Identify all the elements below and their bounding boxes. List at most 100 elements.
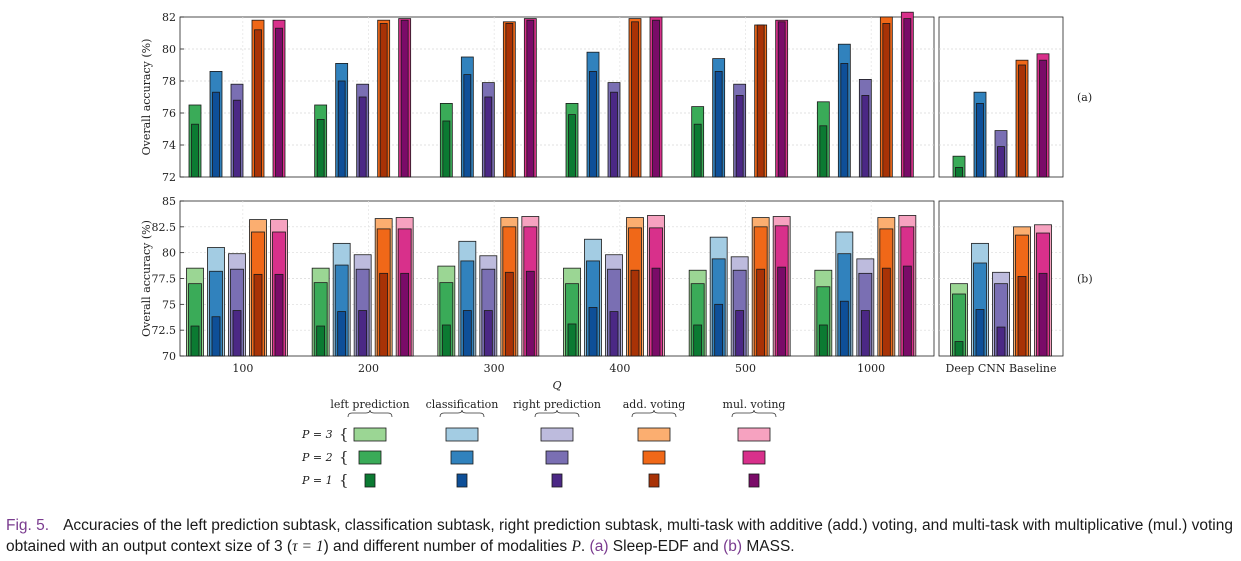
bar-classification-p1 (839, 300, 849, 357)
bar-right-prediction-p1 (610, 91, 618, 178)
legend-brace (534, 409, 580, 418)
bar-left-prediction-p1 (693, 123, 702, 178)
bar-left-prediction-p1 (442, 120, 451, 178)
bar-classification-p1 (714, 303, 724, 357)
legend-label: right prediction (513, 398, 601, 411)
figure: 72 74 76 78 80 82 Overall accuracy (%) (a) 70 72.… (140, 11, 1093, 489)
y-tick-label: 72.5 (152, 324, 177, 337)
caption-fig-number: Fig. 5. (6, 517, 50, 534)
bar-left-prediction-p1 (190, 325, 200, 357)
legend-brace (631, 409, 677, 418)
bar-right-prediction-p1 (483, 310, 493, 357)
y-tick-label: 74 (162, 139, 176, 152)
legend-swatch-p2 (358, 450, 382, 465)
y-tick-label: 76 (162, 107, 176, 120)
y-tick-label: 75 (162, 298, 176, 311)
bar-add-voting-p1 (881, 267, 891, 357)
x-tick-label: 400 (609, 362, 630, 375)
bar-classification-p1 (462, 310, 472, 357)
bar-add-voting-p1 (253, 273, 263, 357)
bar-left-prediction-p1 (441, 324, 451, 357)
legend-swatch-p1 (551, 473, 563, 488)
x-axis-label: Q (552, 379, 561, 392)
baseline-bar-classification-p1 (975, 309, 985, 357)
bar-classification-p1 (337, 80, 346, 178)
baseline-bar-right-prediction-p1 (997, 146, 1005, 178)
caption-tau: τ = 1 (292, 538, 324, 555)
baseline-bar-add-voting-p1 (1018, 64, 1026, 178)
legend-label: classification (426, 398, 499, 411)
bar-add-voting-p1 (756, 268, 766, 357)
legend-swatch-p2 (545, 450, 569, 465)
x-tick-label: 100 (232, 362, 253, 375)
bar-classification-p1 (212, 91, 220, 178)
bar-mul-voting-p1 (777, 21, 786, 178)
caption-text-4: Sleep-EDF and (608, 538, 724, 555)
baseline-bar-left-prediction-p1 (954, 341, 964, 357)
bar-classification-p1 (589, 71, 597, 178)
y-tick-label: 72 (162, 171, 176, 184)
legend-swatch-p3 (353, 427, 387, 442)
legend-row-label: P = 1 (301, 474, 333, 487)
x-tick-label: 200 (358, 362, 379, 375)
legend-row-brace: { (339, 448, 349, 466)
bar-right-prediction-p1 (609, 311, 619, 357)
bar-add-voting-p1 (630, 269, 640, 357)
bar-left-prediction-p1 (567, 323, 577, 357)
bar-right-prediction-p1 (233, 99, 241, 178)
baseline-bar-mul-voting-p1 (1038, 272, 1048, 357)
figure-caption: Fig. 5. Accuracies of the left prediction… (6, 515, 1238, 557)
bar-classification-p1 (337, 311, 347, 357)
bar-left-prediction-p1 (191, 123, 199, 178)
bar-mul-voting-p1 (400, 19, 409, 178)
legend-swatch-p2 (742, 450, 766, 465)
bar-left-prediction-p1 (818, 324, 828, 357)
legend-row-brace: { (339, 425, 349, 443)
bar-mul-voting-p1 (526, 19, 535, 178)
caption-text-1: Accuracies of the left prediction subtas… (6, 517, 1233, 555)
baseline-bar-classification-p1 (976, 103, 984, 178)
legend-label: add. voting (623, 398, 686, 411)
bar-right-prediction-p1 (484, 96, 493, 178)
legend-swatch-p3 (445, 427, 479, 442)
bar-add-voting-p1 (505, 22, 514, 178)
y-tick-label: 85 (162, 195, 176, 208)
y-tick-label: 80 (162, 43, 176, 56)
caption-p: P (571, 538, 581, 555)
bar-mul-voting-p1 (652, 19, 660, 178)
legend-row-brace: { (339, 471, 349, 489)
bar-right-prediction-p1 (860, 310, 870, 357)
bar-right-prediction-p1 (735, 95, 744, 178)
bar-mul-voting-p1 (903, 18, 912, 178)
bar-mul-voting-p1 (902, 265, 912, 357)
y-axis-label: Overall accuracy (%) (140, 39, 153, 156)
bar-left-prediction-p1 (693, 324, 703, 357)
x-tick-label: 1000 (857, 362, 885, 375)
legend-label: mul. voting (723, 398, 786, 411)
bar-right-prediction-p1 (735, 310, 745, 357)
caption-ref-b: (b) (723, 538, 743, 555)
legend-brace (731, 409, 777, 418)
baseline-bar-right-prediction-p1 (996, 326, 1006, 357)
axes-frame-a (179, 16, 935, 178)
bar-right-prediction-p1 (358, 310, 368, 357)
bar-right-prediction-p1 (861, 95, 870, 178)
caption-text-2: ) and different number of modalities (323, 538, 572, 555)
bar-mul-voting-p1 (275, 27, 283, 178)
legend-brace (439, 409, 485, 418)
legend-row-label: P = 2 (301, 451, 333, 464)
bar-classification-p1 (714, 71, 723, 178)
legend-swatch-p1 (456, 473, 468, 488)
x-tick-label: 500 (735, 362, 756, 375)
bar-left-prediction-p1 (819, 125, 828, 178)
bar-mul-voting-p1 (525, 270, 535, 357)
legend-swatch-p2 (450, 450, 474, 465)
bar-mul-voting-p1 (400, 272, 410, 357)
y-tick-label: 78 (162, 75, 176, 88)
legend-swatch-p1 (748, 473, 760, 488)
bar-classification-p1 (463, 74, 472, 178)
panel-label-b: (b) (1077, 273, 1093, 286)
baseline-bar-mul-voting-p1 (1039, 59, 1047, 178)
bar-add-voting-p1 (379, 22, 388, 178)
bar-mul-voting-p1 (274, 273, 284, 357)
